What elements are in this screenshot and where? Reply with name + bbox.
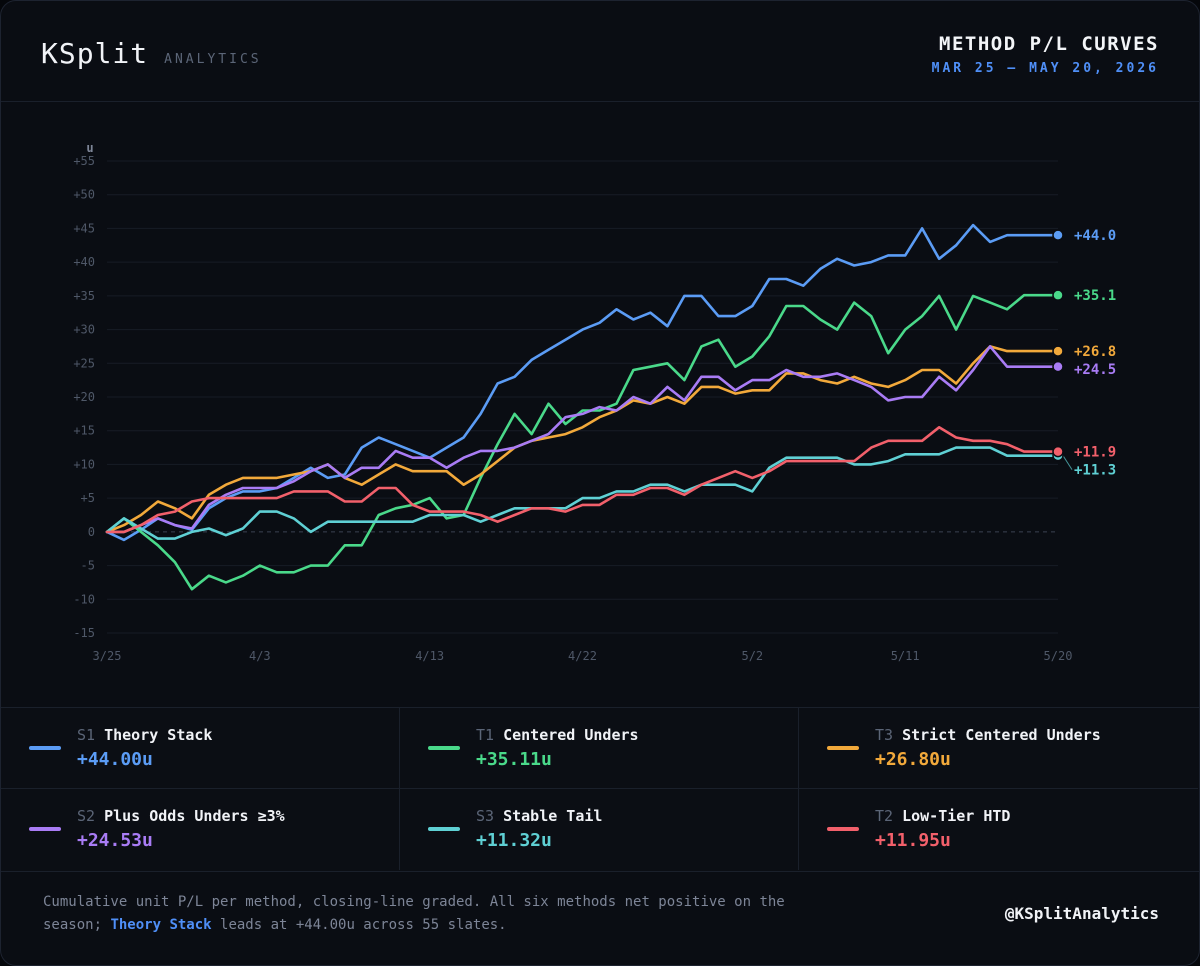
end-marker xyxy=(1052,229,1064,241)
y-tick-label: -10 xyxy=(73,592,95,606)
method-code: T1 xyxy=(476,726,495,744)
end-value-label: +11.9 xyxy=(1074,445,1116,461)
legend-item[interactable]: S2 Plus Odds Unders ≥3% +24.53u xyxy=(1,789,400,870)
method-code: T2 xyxy=(875,807,894,825)
social-handle[interactable]: @KSplitAnalytics xyxy=(1004,904,1159,923)
y-tick-label: -5 xyxy=(81,559,95,573)
y-tick-label: +40 xyxy=(73,255,95,269)
y-axis-unit: u xyxy=(86,141,93,155)
date-range: MAR 25 — MAY 20, 2026 xyxy=(931,61,1159,76)
legend-swatch xyxy=(29,827,61,831)
method-code: S2 xyxy=(77,807,96,825)
method-total: +11.32u xyxy=(476,830,552,851)
legend-swatch xyxy=(428,827,460,831)
legend-label: S2 Plus Odds Unders ≥3% xyxy=(77,807,285,825)
note-text-a: Cumulative unit P/L per method, closing-… xyxy=(43,894,785,933)
legend-label: T3 Strict Centered Unders xyxy=(875,726,1101,744)
method-name: Strict Centered Unders xyxy=(902,726,1101,744)
method-name: Low-Tier HTD xyxy=(902,807,1011,825)
x-tick-label: 5/2 xyxy=(741,649,763,663)
y-tick-label: 0 xyxy=(88,525,95,539)
note-highlight: Theory Stack xyxy=(110,917,212,933)
brand-tagline: ANALYTICS xyxy=(164,52,262,67)
y-tick-label: +20 xyxy=(73,390,95,404)
x-tick-label: 5/20 xyxy=(1044,649,1073,663)
method-total: +11.95u xyxy=(875,830,951,851)
series-line xyxy=(105,345,1060,534)
leader-line xyxy=(1062,455,1073,470)
method-name: Plus Odds Unders ≥3% xyxy=(104,807,285,825)
method-name: Theory Stack xyxy=(104,726,213,744)
pl-chart: -15 -10 -5 0 +5 +10 +15 +20 +25 +30 +35 +40 +45 +50 +5… xyxy=(73,141,1116,663)
end-value-label: +26.8 xyxy=(1074,344,1116,360)
legend-item[interactable]: T1 Centered Unders +35.11u xyxy=(400,708,799,789)
end-marker xyxy=(1052,289,1064,301)
y-tick-label: +5 xyxy=(81,491,95,505)
series-line xyxy=(105,345,1060,534)
y-tick-label: +15 xyxy=(73,424,95,438)
header: KSplit ANALYTICS METHOD P/L CURVES MAR 2… xyxy=(1,1,1199,102)
end-marker xyxy=(1052,360,1064,373)
y-tick-label: +55 xyxy=(73,154,95,168)
footer: Cumulative unit P/L per method, closing-… xyxy=(1,871,1199,965)
x-tick-label: 4/3 xyxy=(249,649,271,663)
method-code: T3 xyxy=(875,726,894,744)
y-tick-label: +45 xyxy=(73,221,95,235)
note-text-b: leads at +44.00u across 55 slates. xyxy=(211,917,507,933)
legend-swatch xyxy=(827,827,859,831)
brand-name: KSplit xyxy=(41,37,149,70)
method-total: +26.80u xyxy=(875,749,951,770)
method-total: +44.00u xyxy=(77,749,153,770)
x-tick-label: 3/25 xyxy=(93,649,122,663)
legend-item[interactable]: S1 Theory Stack +44.00u xyxy=(1,708,400,789)
legend-label: S1 Theory Stack xyxy=(77,726,212,744)
legend-label: T2 Low-Tier HTD xyxy=(875,807,1010,825)
legend-label: S3 Stable Tail xyxy=(476,807,602,825)
series-line xyxy=(105,425,1060,534)
end-value-label: +44.0 xyxy=(1074,228,1116,244)
method-total: +35.11u xyxy=(476,749,552,770)
y-tick-label: +35 xyxy=(73,289,95,303)
series-line xyxy=(105,293,1060,591)
end-value-label: +24.5 xyxy=(1074,362,1116,378)
end-marker xyxy=(1052,445,1064,458)
legend-item[interactable]: T3 Strict Centered Unders +26.80u xyxy=(799,708,1198,789)
legend-item[interactable]: S3 Stable Tail +11.32u xyxy=(400,789,799,870)
method-total: +24.53u xyxy=(77,830,153,851)
chart-title: METHOD P/L CURVES xyxy=(939,33,1159,55)
method-code: S3 xyxy=(476,807,495,825)
footer-note: Cumulative unit P/L per method, closing-… xyxy=(43,891,803,937)
y-tick-label: -15 xyxy=(73,626,95,640)
x-tick-label: 4/22 xyxy=(568,649,597,663)
x-tick-label: 4/13 xyxy=(415,649,444,663)
legend-label: T1 Centered Unders xyxy=(476,726,639,744)
brand: KSplit ANALYTICS xyxy=(41,37,262,70)
y-tick-label: +50 xyxy=(73,188,95,202)
y-tick-label: +30 xyxy=(73,323,95,337)
legend-swatch xyxy=(428,746,460,750)
x-tick-label: 5/11 xyxy=(891,649,920,663)
method-name: Stable Tail xyxy=(503,807,603,825)
end-value-label: +11.3 xyxy=(1074,463,1116,479)
legend: S1 Theory Stack +44.00u T1 Centered Unders… xyxy=(1,707,1199,872)
end-value-label: +35.1 xyxy=(1074,288,1116,304)
series-line xyxy=(105,446,1060,540)
title-block: METHOD P/L CURVES MAR 25 — MAY 20, 2026 xyxy=(932,33,1159,76)
legend-swatch xyxy=(827,746,859,750)
series-line xyxy=(105,223,1060,542)
y-tick-label: +10 xyxy=(73,457,95,471)
legend-swatch xyxy=(29,746,61,750)
method-name: Centered Unders xyxy=(503,726,639,744)
y-tick-label: +25 xyxy=(73,356,95,370)
end-marker xyxy=(1052,345,1064,357)
method-code: S1 xyxy=(77,726,96,744)
legend-item[interactable]: T2 Low-Tier HTD +11.95u xyxy=(799,789,1198,870)
